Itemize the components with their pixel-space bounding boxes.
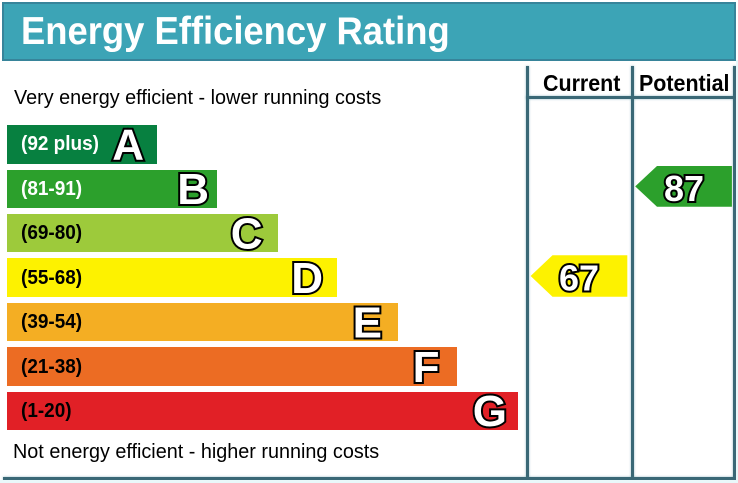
svg-text:D: D — [291, 254, 323, 303]
svg-text:87: 87 — [664, 168, 704, 209]
svg-text:E: E — [353, 298, 382, 347]
svg-text:67: 67 — [559, 258, 599, 299]
svg-text:F: F — [413, 343, 440, 392]
svg-text:G: G — [473, 387, 507, 436]
svg-text:C: C — [231, 209, 263, 258]
svg-text:A: A — [112, 121, 144, 170]
svg-text:B: B — [177, 165, 209, 214]
